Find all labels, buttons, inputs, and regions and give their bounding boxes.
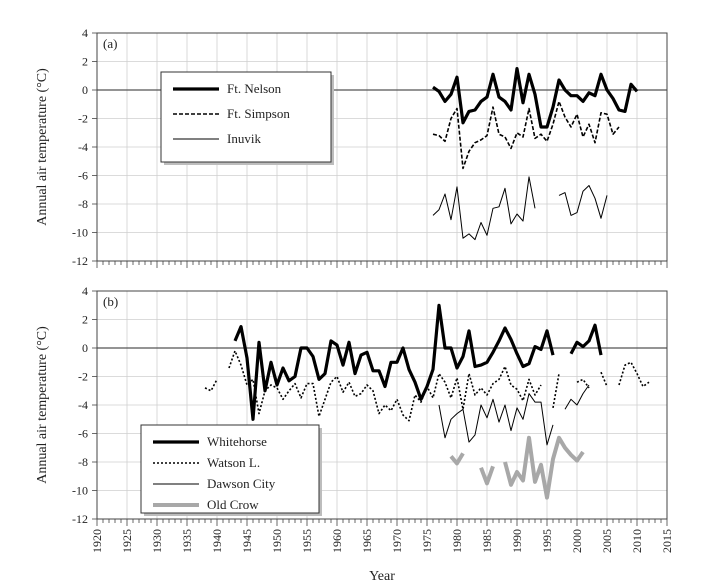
- panel-a-panel-label: (a): [103, 36, 117, 51]
- series-line-ft-simpson: [432, 100, 620, 170]
- panel-b-y-tick-label: 4: [82, 284, 88, 298]
- series-line-dawson-city: [564, 384, 590, 410]
- panel-b-y-tick-label: 0: [82, 341, 88, 355]
- panel-b-x-tick-label: 1980: [450, 529, 464, 553]
- panel-b-x-tick-label: 1940: [210, 529, 224, 553]
- panel-b-x-tick-label: 1985: [480, 529, 494, 553]
- panel-b-panel-label: (b): [103, 294, 118, 309]
- panel-b-y-tick-label: -8: [78, 455, 88, 469]
- panel-b-x-tick-label: 2015: [660, 529, 674, 553]
- panel-b-y-tick-label: -2: [78, 370, 88, 384]
- panel-b-x-tick-label: 1950: [270, 529, 284, 553]
- series-line-watson-l: [618, 361, 650, 388]
- legend-label-whitehorse: Whitehorse: [207, 434, 267, 449]
- series-line-old-crow: [449, 452, 465, 466]
- panel-b-x-tick-label: 1960: [330, 529, 344, 553]
- series-line-ft-nelson: [432, 66, 639, 129]
- panel-b-x-axis-label: Year: [369, 569, 395, 584]
- legend-label-ft-simpson: Ft. Simpson: [227, 106, 290, 121]
- legend-label-inuvik: Inuvik: [227, 131, 261, 146]
- panel-b-y-axis-label: Annual air temperature (°C): [35, 326, 50, 484]
- panel-b-x-tick-label: 1945: [240, 529, 254, 553]
- panel-b-x-tick-label: 1955: [300, 529, 314, 553]
- panel-b-x-tick-label: 1930: [150, 529, 164, 553]
- panel-b-x-tick-label: 1995: [540, 529, 554, 553]
- panel-b-y-tick-label: -12: [72, 512, 88, 526]
- series-line-dawson-city: [438, 393, 554, 446]
- panel-b-x-tick-label: 2010: [630, 529, 644, 553]
- series-line-whitehorse: [233, 303, 555, 421]
- legend-label-ft-nelson: Ft. Nelson: [227, 81, 282, 96]
- panel-b-y-tick-label: -6: [78, 427, 88, 441]
- panel-a-y-tick-label: -6: [78, 169, 88, 183]
- panel-a-y-tick-label: 2: [82, 55, 88, 69]
- panel-a-y-tick-label: -8: [78, 197, 88, 211]
- panel-a-legend-box: [160, 71, 332, 163]
- panel-a-y-tick-label: 4: [82, 26, 88, 40]
- series-line-watson-l: [576, 378, 590, 389]
- legend-label-dawson-city: Dawson City: [207, 476, 276, 491]
- panel-a-y-tick-label: -12: [72, 254, 88, 268]
- panel-b-y-tick-label: -4: [78, 398, 88, 412]
- panel-a-y-tick-label: -10: [72, 226, 88, 240]
- panel-b-x-tick-label: 1965: [360, 529, 374, 553]
- panel-b-x-tick-label: 2000: [570, 529, 584, 553]
- panel-a-y-tick-label: -2: [78, 112, 88, 126]
- panel-b-y-tick-label: -10: [72, 484, 88, 498]
- series-line-watson-l: [204, 379, 218, 392]
- panel-b-x-tick-label: 1920: [90, 529, 104, 553]
- panel-a-y-axis-label: Annual air temperature (°C): [35, 68, 50, 226]
- series-line-inuvik: [558, 185, 608, 219]
- series-line-watson-l: [228, 350, 542, 422]
- panel-b-x-tick-label: 1970: [390, 529, 404, 553]
- series-line-whitehorse: [569, 323, 603, 356]
- panel-a-y-tick-label: -4: [78, 140, 88, 154]
- series-line-old-crow: [479, 465, 495, 486]
- panel-b-x-tick-label: 1935: [180, 529, 194, 553]
- panel-b-x-tick-label: 2005: [600, 529, 614, 553]
- panel-b-x-tick-label: 1990: [510, 529, 524, 553]
- panel-a-temperature-chart: 4 2 0 -2 -4 -6 -8 -10 -12 Annual air temperature …: [35, 26, 668, 268]
- panel-b-x-tick-label: 1925: [120, 529, 134, 553]
- panel-b-legend-box: [140, 424, 320, 514]
- panel-b-y-tick-label: 2: [82, 313, 88, 327]
- panel-a-y-tick-label: 0: [82, 83, 88, 97]
- series-line-old-crow: [503, 435, 585, 500]
- series-line-watson-l: [600, 371, 608, 387]
- legend-label-watson-l: Watson L.: [207, 455, 260, 470]
- legend-label-old-crow: Old Crow: [207, 497, 259, 512]
- series-line-watson-l: [552, 373, 560, 409]
- panel-b-x-tick-label: 1975: [420, 529, 434, 553]
- series-line-inuvik: [432, 176, 536, 241]
